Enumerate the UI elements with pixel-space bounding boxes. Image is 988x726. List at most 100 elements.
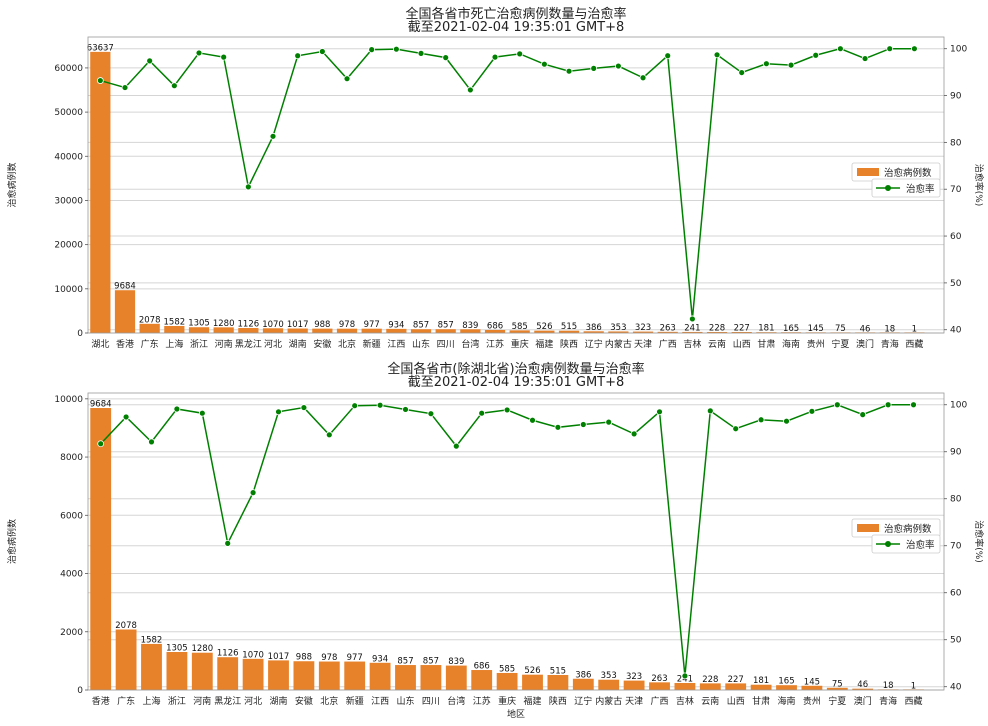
bar-label-新疆: 977 xyxy=(364,320,380,330)
bar-新疆 xyxy=(344,661,366,690)
rate-point-浙江 xyxy=(173,405,181,413)
bar-label-海南: 165 xyxy=(783,324,799,334)
y2-tick-label: 60 xyxy=(950,232,962,242)
rate-point-安徽 xyxy=(300,404,308,411)
chart-title: 全国各省市(除湖北省)治愈病例数量与治愈率 xyxy=(387,361,644,377)
x-tick-label-内蒙古: 内蒙古 xyxy=(605,338,632,350)
rate-point-辽宁 xyxy=(579,421,587,428)
bar-label-陕西: 515 xyxy=(561,322,577,332)
x-tick-label-吉林: 吉林 xyxy=(683,338,701,350)
rate-point-吉林 xyxy=(681,672,689,680)
bar-label-江西: 934 xyxy=(372,654,388,664)
legend-label-line: 治愈率 xyxy=(906,183,935,195)
x-tick-label-西藏: 西藏 xyxy=(905,695,923,707)
rate-point-陕西 xyxy=(565,67,573,75)
recovery-rate-line xyxy=(100,403,914,676)
rate-point-吉林 xyxy=(688,315,696,323)
bar-label-江苏: 686 xyxy=(487,321,503,331)
bar-浙江 xyxy=(188,327,210,333)
y-tick-label: 0 xyxy=(77,329,83,339)
bar-label-广西: 263 xyxy=(651,674,667,684)
y-tick-label: 6000 xyxy=(60,511,83,521)
x-tick-label-北京: 北京 xyxy=(320,695,338,707)
x-tick-label-西藏: 西藏 xyxy=(905,338,923,350)
rate-point-新疆 xyxy=(368,46,376,54)
bar-label-台湾: 839 xyxy=(462,321,478,331)
x-tick-label-香港: 香港 xyxy=(92,695,110,707)
x-tick-label-河南: 河南 xyxy=(193,695,211,707)
y2-axis-label: 治愈率(%) xyxy=(973,164,985,207)
y-axis-label: 治愈病例数 xyxy=(6,162,18,207)
bar-福建 xyxy=(534,330,555,333)
bar-江苏 xyxy=(484,329,506,333)
rate-point-上海 xyxy=(148,438,155,446)
x-tick-label-内蒙古: 内蒙古 xyxy=(595,695,622,707)
rate-point-宁夏 xyxy=(836,45,844,53)
bar-label-内蒙古: 353 xyxy=(610,323,626,333)
rate-point-山东 xyxy=(402,406,409,413)
bar-label-浙江: 1305 xyxy=(188,319,210,329)
rate-point-广西 xyxy=(664,52,672,60)
bar-label-四川: 857 xyxy=(423,657,439,667)
bar-label-浙江: 1305 xyxy=(166,644,188,654)
rate-point-贵州 xyxy=(808,407,816,415)
x-tick-label-福建: 福建 xyxy=(535,338,553,350)
bar-广西 xyxy=(657,331,678,333)
bar-label-江西: 934 xyxy=(388,320,404,330)
bar-辽宁 xyxy=(583,331,604,333)
x-tick-label-台湾: 台湾 xyxy=(447,695,465,707)
bar-新疆 xyxy=(361,328,382,333)
bar-label-北京: 978 xyxy=(321,653,337,663)
y-tick-label: 40000 xyxy=(54,152,83,162)
rate-point-香港 xyxy=(121,84,129,91)
rate-point-内蒙古 xyxy=(605,418,613,426)
x-tick-label-河北: 河北 xyxy=(244,695,262,707)
x-tick-label-江西: 江西 xyxy=(371,696,389,707)
bar-内蒙古 xyxy=(598,679,620,690)
bar-黑龙江 xyxy=(238,328,259,333)
rate-point-重庆 xyxy=(516,50,524,58)
bar-吉林 xyxy=(674,682,696,690)
bar-label-山东: 857 xyxy=(413,321,429,331)
bar-台湾 xyxy=(460,329,481,333)
rate-point-江西 xyxy=(376,401,384,409)
y-tick-label: 8000 xyxy=(60,453,83,463)
x-tick-label-宁夏: 宁夏 xyxy=(831,338,849,350)
rate-point-青海 xyxy=(884,401,892,409)
rate-point-河北 xyxy=(269,132,277,140)
x-tick-label-贵州: 贵州 xyxy=(803,695,821,707)
x-tick-label-海南: 海南 xyxy=(782,338,800,350)
x-tick-label-云南: 云南 xyxy=(708,338,726,350)
legend-swatch-bars xyxy=(857,168,879,176)
bar-label-重庆: 585 xyxy=(512,322,528,332)
bar-label-甘肃: 181 xyxy=(758,324,774,334)
rate-point-澳门 xyxy=(859,411,867,419)
bar-北京 xyxy=(318,661,340,690)
bar-山东 xyxy=(395,665,416,690)
rate-point-贵州 xyxy=(812,51,820,59)
rate-point-云南 xyxy=(713,51,721,59)
bar-江西 xyxy=(386,328,407,333)
x-tick-label-湖南: 湖南 xyxy=(289,338,307,350)
x-tick-label-陕西: 陕西 xyxy=(560,338,578,350)
x-tick-label-台湾: 台湾 xyxy=(461,338,479,350)
x-tick-label-江苏: 江苏 xyxy=(486,338,504,350)
rate-point-浙江 xyxy=(195,49,203,57)
rate-point-西藏 xyxy=(910,45,918,53)
x-tick-label-甘肃: 甘肃 xyxy=(757,338,775,350)
bar-label-贵州: 145 xyxy=(808,324,824,334)
bar-label-海南: 165 xyxy=(778,677,794,687)
rate-point-西藏 xyxy=(910,401,917,409)
bar-广西 xyxy=(649,682,670,690)
x-tick-label-安徽: 安徽 xyxy=(313,338,331,350)
x-tick-label-广西: 广西 xyxy=(659,338,677,350)
bar-label-湖北: 63637 xyxy=(87,43,114,53)
bar-label-澳门: 46 xyxy=(857,680,868,690)
rate-point-海南 xyxy=(783,417,790,425)
bar-label-山西: 227 xyxy=(728,675,744,685)
x-tick-label-澳门: 澳门 xyxy=(854,695,872,707)
bar-label-青海: 18 xyxy=(884,324,895,334)
bar-label-宁夏: 75 xyxy=(835,324,846,334)
plot-frame xyxy=(87,36,945,334)
